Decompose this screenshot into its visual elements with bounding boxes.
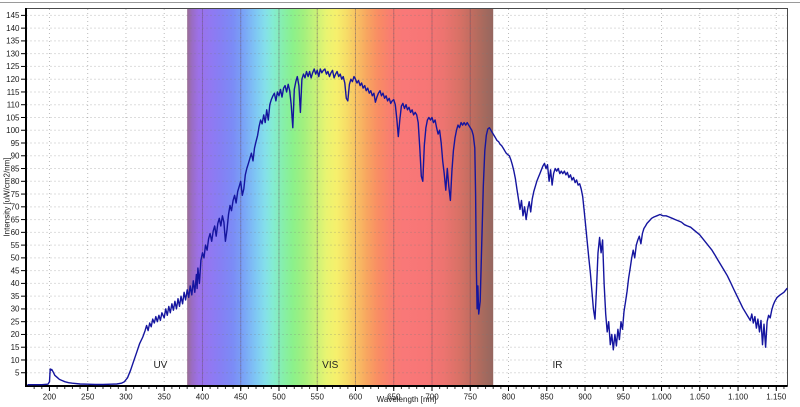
y-tick-label: 65	[11, 215, 20, 224]
y-tick-label: 115	[7, 88, 20, 97]
y-tick-label: 90	[11, 152, 20, 161]
y-tick-label: 20	[11, 330, 20, 339]
x-axis: 200 250 300 350 400 450 500 550 600 650 700 750 800 8…	[33, 387, 787, 402]
y-tick-label: 55	[11, 241, 20, 250]
y-tick-label: 40	[11, 279, 20, 288]
visible-spectrum-band	[187, 9, 494, 386]
y-tick-label: 35	[11, 292, 20, 301]
y-tick-label: 10	[11, 356, 20, 365]
x-tick-label: 1.050	[690, 393, 711, 402]
x-tick-label: 750	[464, 393, 478, 402]
y-axis-title: Intensity [uW/cm2/nm]	[2, 157, 12, 237]
y-tick-label: 25	[11, 317, 20, 326]
y-tick-label: 120	[6, 75, 20, 84]
region-label-ir: IR	[552, 360, 563, 371]
x-tick-label: 450	[234, 393, 248, 402]
x-axis-title: Wavelength [nm]	[376, 395, 437, 404]
y-tick-label: 105	[6, 113, 20, 122]
band-gridlines	[201, 9, 471, 386]
y-tick-label: 80	[11, 177, 20, 186]
x-tick-label: 800	[502, 393, 516, 402]
y-axis: 5 10 15 20 25 30 35 40 45 50 55 60 65 70 75 80 85 90 95 100…	[6, 11, 25, 378]
x-tick-label: 300	[119, 393, 133, 402]
x-tick-label: 250	[81, 393, 95, 402]
y-tick-label: 85	[11, 164, 20, 173]
x-tick-label: 600	[349, 393, 363, 402]
y-tick-label: 125	[6, 62, 20, 71]
window-top-border	[0, 2, 800, 3]
x-tick-label: 700	[425, 393, 439, 402]
x-tick-label: 1.100	[728, 393, 749, 402]
x-tick-label: 900	[578, 393, 592, 402]
x-tick-label: 950	[617, 393, 631, 402]
y-tick-label: 140	[6, 24, 20, 33]
x-tick-label: 200	[43, 393, 57, 402]
y-tick-label: 30	[11, 305, 20, 314]
y-tick-label: 60	[11, 228, 20, 237]
x-tick-label: 350	[158, 393, 172, 402]
y-tick-label: 75	[11, 190, 20, 199]
y-tick-label: 15	[11, 343, 20, 352]
gridlines	[26, 9, 787, 386]
region-label-uv: UV	[153, 360, 168, 371]
x-tick-label: 650	[387, 393, 401, 402]
x-tick-label: 850	[540, 393, 554, 402]
x-tick-label: 1.150	[766, 393, 787, 402]
spectrum-curve	[27, 68, 788, 386]
y-tick-label: 95	[11, 139, 20, 148]
y-tick-label: 100	[6, 126, 20, 135]
y-tick-label: 135	[6, 37, 20, 46]
y-tick-label: 45	[11, 266, 20, 275]
y-tick-label: 145	[6, 11, 20, 20]
x-tick-label: 1.000	[652, 393, 673, 402]
region-label-vis: VIS	[322, 360, 339, 371]
x-tick-label: 400	[196, 393, 210, 402]
y-tick-label: 130	[6, 49, 20, 58]
y-tick-label: 50	[11, 254, 20, 263]
y-tick-label: 110	[7, 101, 20, 110]
x-tick-label: 550	[311, 393, 325, 402]
axes	[25, 8, 788, 387]
x-tick-label: 500	[272, 393, 286, 402]
y-tick-label: 70	[11, 203, 20, 212]
y-tick-label: 5	[15, 369, 20, 378]
